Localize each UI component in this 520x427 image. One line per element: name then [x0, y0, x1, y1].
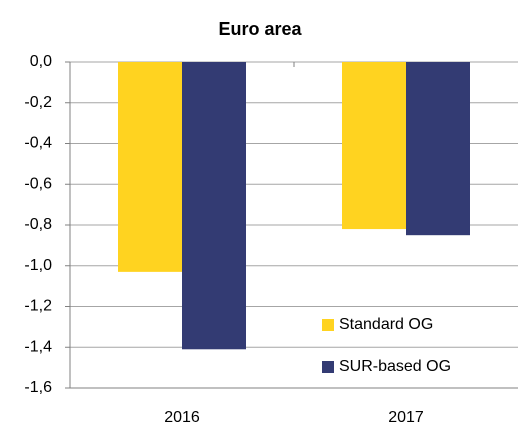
x-tick-label: 2017 [388, 409, 424, 426]
y-tick-label: 0,0 [30, 53, 52, 70]
bar [182, 62, 246, 350]
y-tick-label: -1,4 [24, 338, 52, 355]
x-tick-label: 2016 [164, 409, 200, 426]
y-tick-label: -0,8 [24, 216, 52, 233]
y-tick-label: -1,6 [24, 379, 52, 396]
y-tick-label: -1,0 [24, 257, 52, 274]
y-tick-label: -0,2 [24, 94, 52, 111]
bar [342, 62, 406, 230]
chart-title: Euro area [218, 19, 302, 39]
bar [118, 62, 182, 272]
legend-swatch [322, 361, 334, 373]
legend-label: SUR-based OG [339, 358, 451, 375]
legend-label: Standard OG [339, 316, 433, 333]
y-tick-label: -0,4 [24, 135, 52, 152]
y-tick-label: -0,6 [24, 175, 52, 192]
bar [406, 62, 470, 236]
y-tick-label: -1,2 [24, 298, 52, 315]
legend-swatch [322, 319, 334, 331]
